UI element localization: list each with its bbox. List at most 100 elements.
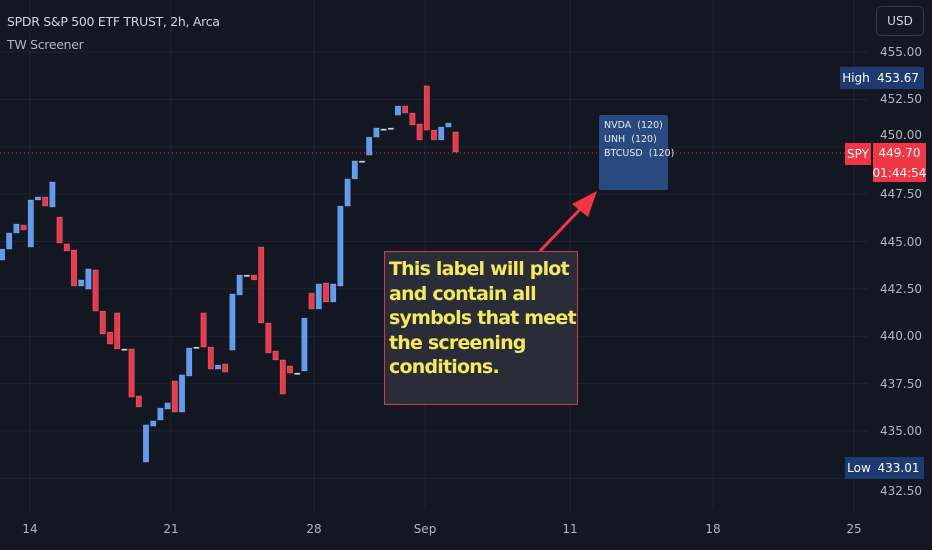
candle-down xyxy=(128,348,135,398)
price-tick: 445.00 xyxy=(880,234,922,249)
candle-down xyxy=(279,359,286,395)
candle-up xyxy=(13,223,20,234)
candle-up xyxy=(0,248,5,261)
candle-down xyxy=(265,322,272,354)
candle-doji xyxy=(243,274,250,277)
price-tick: 437.50 xyxy=(880,376,922,391)
price-tick: 442.50 xyxy=(880,281,922,296)
low-tag-label: Low xyxy=(845,457,873,479)
time-tick: 14 xyxy=(22,522,38,536)
last-price-tag: 449.70 xyxy=(873,143,926,163)
candle-doji xyxy=(193,346,200,349)
candle-doji xyxy=(380,128,387,131)
screener-item: BTCUSD (120) xyxy=(604,148,675,159)
candle-up xyxy=(179,374,185,413)
annotation-arrow xyxy=(538,191,597,253)
candle-down xyxy=(287,365,293,374)
time-tick: 25 xyxy=(846,522,862,536)
price-tick: 450.00 xyxy=(880,127,922,142)
candle-down xyxy=(107,331,113,345)
candle-up xyxy=(27,199,34,248)
candle-down xyxy=(200,312,207,348)
price-tick: 432.50 xyxy=(880,484,922,499)
high-tag-value: 453.67 xyxy=(872,67,924,89)
candle-down xyxy=(402,105,409,114)
arrow-head-icon xyxy=(572,191,597,217)
indicator-name[interactable]: TW Screener xyxy=(7,37,84,52)
candle-doji xyxy=(121,348,128,351)
candle-up xyxy=(373,127,380,138)
candle-down xyxy=(431,129,437,141)
candle-up xyxy=(85,268,92,290)
candle-up xyxy=(395,105,401,116)
price-tick: 435.00 xyxy=(880,424,922,438)
candle-up xyxy=(330,283,337,303)
low-tag-value: 433.01 xyxy=(873,457,924,479)
candle-up xyxy=(229,293,236,351)
candle-up xyxy=(351,160,358,180)
price-tick: 452.50 xyxy=(880,92,922,107)
screener-item: NVDA (120) xyxy=(604,120,663,131)
candle-down xyxy=(272,350,279,361)
high-tag-label: High xyxy=(840,67,872,89)
candle-up xyxy=(344,178,351,207)
candle-down xyxy=(114,312,121,350)
time-tick: 11 xyxy=(562,522,578,536)
time-tick: Sep xyxy=(413,522,437,536)
currency-button[interactable]: USD xyxy=(876,6,924,36)
candle-down xyxy=(20,224,27,231)
candle-up xyxy=(49,181,56,208)
candle-up xyxy=(445,122,452,128)
candle-down xyxy=(171,380,178,413)
annotation-note: This label will plot and contain all sym… xyxy=(384,251,578,405)
candle-doji xyxy=(359,160,365,163)
candle-down xyxy=(452,131,459,153)
candle-down xyxy=(323,282,329,303)
candle-up xyxy=(35,196,41,201)
candle-up xyxy=(186,347,193,377)
screener-results-label: NVDA (120) UNH (120) BTCUSD (120) xyxy=(599,115,675,190)
candle-down xyxy=(99,310,106,335)
candle-up xyxy=(337,205,344,287)
candle-down xyxy=(416,123,423,141)
candle-down xyxy=(56,216,63,244)
candle-down xyxy=(308,292,315,310)
time-tick: 21 xyxy=(163,522,179,536)
candle-down xyxy=(251,274,257,281)
candle-down xyxy=(63,243,70,252)
time-tick: 28 xyxy=(306,522,322,536)
candle-up xyxy=(150,420,157,427)
candle-down xyxy=(207,346,214,370)
price-tick: 455.00 xyxy=(880,45,922,59)
candles xyxy=(0,85,459,463)
candle-up xyxy=(78,279,85,287)
candle-up xyxy=(236,274,243,296)
candle-up xyxy=(164,402,171,410)
candle-up xyxy=(366,136,373,156)
candle-up xyxy=(438,126,445,141)
candle-down xyxy=(71,249,77,287)
candle-down xyxy=(135,395,142,408)
bar-countdown: 01:44:54 xyxy=(873,163,926,182)
candle-down xyxy=(258,246,265,324)
candle-up xyxy=(215,364,221,370)
candle-doji xyxy=(387,127,394,130)
candle-down xyxy=(423,85,430,131)
price-tick: 447.50 xyxy=(880,187,922,202)
candle-down xyxy=(409,112,416,126)
screener-item: UNH (120) xyxy=(604,134,657,145)
candle-up xyxy=(301,317,308,372)
candle-up xyxy=(157,407,164,421)
candle-down xyxy=(222,363,229,373)
candle-down xyxy=(92,269,99,312)
symbol-title[interactable]: SPDR S&P 500 ETF TRUST, 2h, Arca xyxy=(7,14,220,29)
time-tick: 18 xyxy=(705,522,721,536)
candle-up xyxy=(6,232,13,250)
candle-up xyxy=(315,283,322,310)
candle-doji xyxy=(294,372,301,375)
candle-down xyxy=(42,196,49,207)
candle-up xyxy=(143,424,149,463)
last-symbol-tag: SPY xyxy=(845,143,871,165)
price-tick: 440.00 xyxy=(880,329,922,344)
